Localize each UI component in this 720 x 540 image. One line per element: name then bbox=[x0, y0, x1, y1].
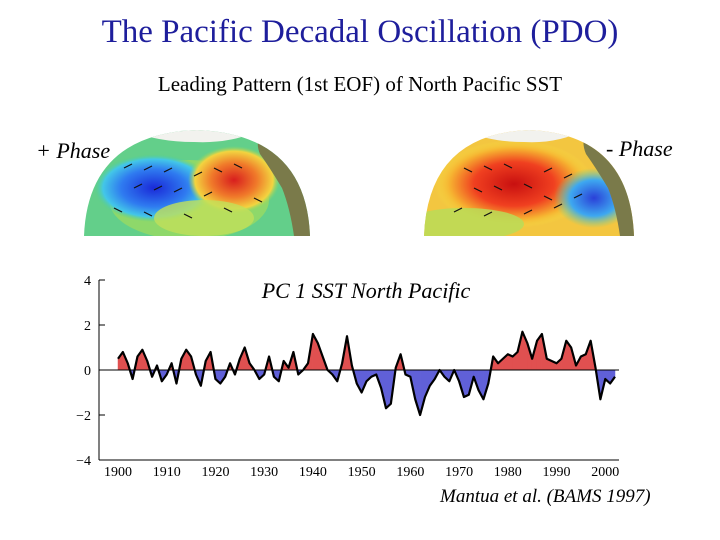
negative-anomaly-area bbox=[463, 369, 470, 398]
y-tick-label: −2 bbox=[76, 409, 91, 424]
x-tick-label: 1940 bbox=[299, 465, 327, 480]
chart-title: PC 1 SST North Pacific bbox=[261, 278, 471, 303]
y-axis-ticks: 4 2 0 −2 −4 bbox=[76, 274, 105, 469]
pc1-timeseries-chart: 4 2 0 −2 −4 1900 1910 1920 1930 1940 1950 1960 1970… bbox=[76, 274, 619, 480]
x-tick-label: 1920 bbox=[201, 465, 229, 480]
negative-phase-sst-map bbox=[424, 130, 634, 236]
x-tick-label: 1970 bbox=[445, 465, 473, 480]
y-tick-label: 2 bbox=[84, 319, 91, 334]
y-tick-label: 4 bbox=[84, 274, 91, 289]
negative-phase-label: - Phase bbox=[606, 136, 673, 161]
x-tick-label: 1950 bbox=[348, 465, 376, 480]
x-tick-label: 1930 bbox=[250, 465, 278, 480]
y-tick-label: −4 bbox=[76, 454, 91, 469]
x-tick-label: 1960 bbox=[396, 465, 424, 480]
citation: Mantua et al. (BAMS 1997) bbox=[440, 486, 651, 507]
x-tick-label: 1900 bbox=[104, 465, 132, 480]
slide-title: The Pacific Decadal Oscillation (PDO) bbox=[101, 14, 619, 50]
slide-subtitle: Leading Pattern (1st EOF) of North Pacif… bbox=[157, 72, 563, 96]
pdo-index-line bbox=[117, 330, 616, 417]
x-axis-ticks: 1900 1910 1920 1930 1940 1950 1960 1970 1980 1990… bbox=[104, 465, 619, 480]
positive-phase-sst-map bbox=[84, 130, 310, 236]
x-tick-label: 1990 bbox=[543, 465, 571, 480]
x-tick-label: 1980 bbox=[494, 465, 522, 480]
y-tick-label: 0 bbox=[84, 364, 91, 379]
x-tick-label: 1910 bbox=[153, 465, 181, 480]
positive-phase-label: + Phase bbox=[36, 138, 111, 163]
x-tick-label: 2000 bbox=[591, 465, 619, 480]
